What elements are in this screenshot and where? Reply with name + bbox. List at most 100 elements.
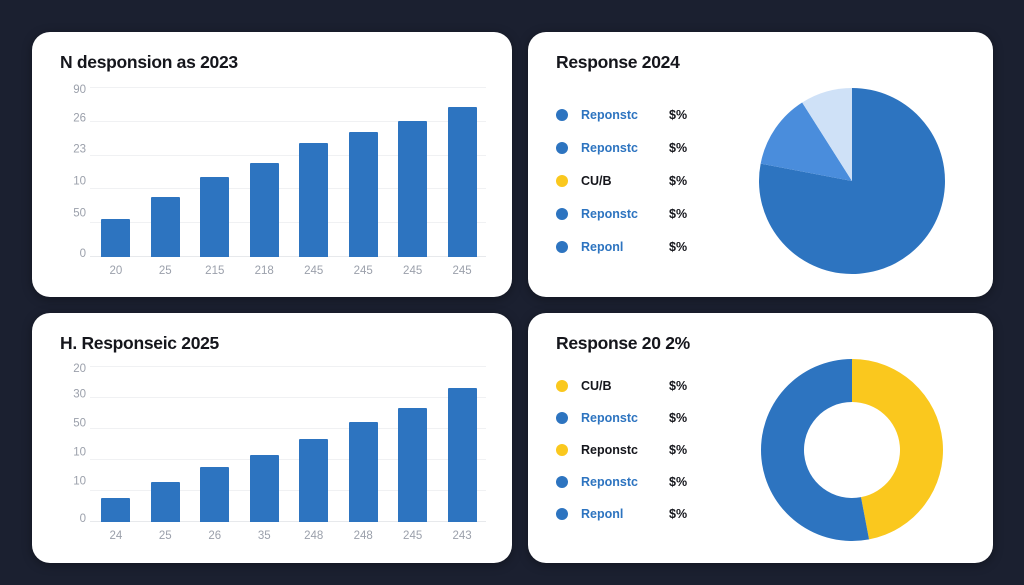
gridline [90,222,486,224]
gridline [90,87,486,88]
legend-item[interactable]: Reponl $% [556,240,731,254]
bar[interactable] [299,142,329,257]
legend-item-label: Reponstc [581,108,638,122]
donut-chart-2022 [731,359,973,541]
bar-chart-2023: 90 26 23 10 50 0 20 25 215 218 245 245 245 245 [50,84,492,283]
x-axis-tick: 248 [353,530,373,542]
pie-slice[interactable] [802,88,852,181]
bar-slot[interactable] [94,87,138,257]
legend-item[interactable]: Reponstc $% [556,141,731,155]
bar-slot[interactable] [193,87,237,257]
legend-item-value: $% [669,379,688,393]
card-donut-2022: Response 20 2% CU/B $% Reponstc $% Reponstc $… [528,313,993,563]
page-title-bar-2023: N desponsion as 2023 [60,52,238,72]
y-axis-tick: 0 [79,513,86,526]
gridline [90,154,486,156]
legend-item[interactable]: Reponstc $% [556,475,731,489]
gridline [90,428,486,429]
gridline [90,490,486,491]
legend-item-value: $% [669,174,688,188]
x-axis-tick: 245 [353,265,373,277]
y-axis-tick: 30 [73,388,86,401]
x-axis-tick: 25 [158,265,172,277]
legend-swatch-icon [556,175,568,187]
y-axis-tick: 23 [73,143,86,156]
bar[interactable] [101,498,131,522]
legend-item-value: $% [669,475,688,489]
bar[interactable] [299,438,329,522]
bar[interactable] [200,467,230,522]
pie-2024-body: Reponstc $% Reponstc $% CU/B $% Reponstc $% Repo… [546,83,973,279]
legend-item-value: $% [669,108,688,122]
bar-slot[interactable] [143,366,187,522]
bar-slot[interactable] [242,87,286,257]
legend-item[interactable]: Reponstc $% [556,411,731,425]
legend-swatch-icon [556,208,568,220]
bar[interactable] [348,131,378,257]
bar-slot[interactable] [242,366,286,522]
bar-slot[interactable] [391,87,435,257]
pie-slice[interactable] [761,359,870,541]
x-axis-tick: 35 [257,530,271,542]
bar-slot[interactable] [143,87,187,257]
page-title-donut-2022: Response 20 2% [556,333,690,353]
bar-slot[interactable] [292,366,336,522]
bar[interactable] [398,121,428,257]
bar[interactable] [150,197,180,257]
bar[interactable] [249,455,279,522]
pie-chart-2024 [731,88,973,274]
legend-donut-2022: CU/B $% Reponstc $% Reponstc $% Reponstc $% Repo… [546,379,731,521]
legend-item-value: $% [669,411,688,425]
legend-item[interactable]: Reponstc $% [556,108,731,122]
bar-slot[interactable] [440,366,484,522]
y-axis-tick: 0 [79,248,86,261]
bar[interactable] [447,388,477,522]
legend-swatch-icon [556,412,568,424]
bar-slot[interactable] [341,366,385,522]
x-axis-tick: 26 [208,530,222,542]
bar-chart-2025: 20 30 50 10 10 0 24 25 26 35 248 248 245 243 [50,363,492,548]
bar[interactable] [150,481,180,522]
legend-item[interactable]: Reponstc $% [556,207,731,221]
card-bar-2023: N desponsion as 2023 90 26 23 10 50 0 20 25 215… [32,32,512,297]
bar-slot[interactable] [440,87,484,257]
legend-item-label: Reponstc [581,141,638,155]
legend-swatch-icon [556,380,568,392]
bar-slot[interactable] [341,87,385,257]
x-axis-tick: 20 [109,265,123,277]
x-axis-tick: 25 [158,530,172,542]
bar-slot[interactable] [94,366,138,522]
y-axis-bar-2023: 90 26 23 10 50 0 [50,84,86,259]
bar[interactable] [200,176,230,257]
bar-slot[interactable] [391,366,435,522]
x-axis-bar-2023: 20 25 215 218 245 245 245 245 [94,259,484,283]
legend-item[interactable]: CU/B $% [556,174,731,188]
bar[interactable] [101,218,131,257]
y-axis-tick: 10 [73,175,86,188]
x-axis-tick: 245 [452,265,472,277]
y-axis-bar-2025: 20 30 50 10 10 0 [50,363,86,524]
legend-item-value: $% [669,443,688,457]
y-axis-tick: 50 [73,417,86,430]
bar-slot[interactable] [193,366,237,522]
legend-item[interactable]: Reponl $% [556,507,731,521]
bar[interactable] [398,407,428,522]
bar[interactable] [447,107,477,257]
bar-series-2023 [94,87,484,257]
legend-item-label: Reponl [581,507,624,521]
bar[interactable] [348,422,378,522]
legend-item-label: CU/B [581,379,612,393]
bar[interactable] [249,163,279,257]
legend-swatch-icon [556,476,568,488]
legend-item-value: $% [669,240,688,254]
legend-item[interactable]: CU/B $% [556,379,731,393]
x-axis-tick: 215 [205,265,225,277]
pie-slice[interactable] [852,359,943,540]
bar-slot[interactable] [292,87,336,257]
donut-2022-body: CU/B $% Reponstc $% Reponstc $% Reponstc $% Repo… [546,359,973,541]
y-axis-tick: 26 [73,111,86,124]
legend-item[interactable]: Reponstc $% [556,443,731,457]
pie-slice[interactable] [760,102,852,181]
card-bar-2025: H. Responseic 2025 20 30 50 10 10 0 24 25 26 35 2… [32,313,512,563]
